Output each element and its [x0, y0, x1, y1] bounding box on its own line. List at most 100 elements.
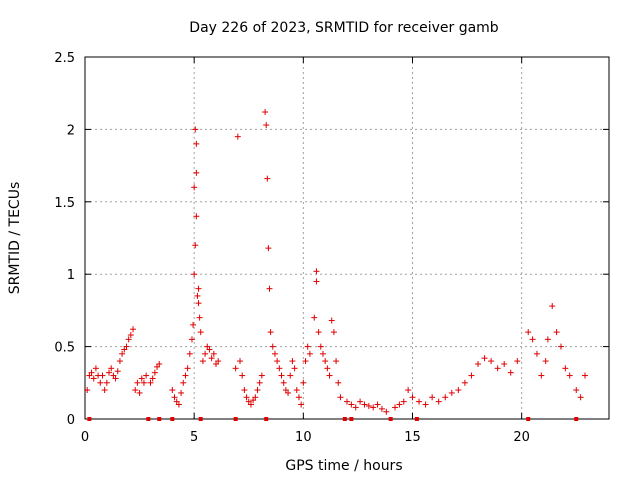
axis-ticks — [84, 56, 609, 420]
zero-marker — [264, 417, 269, 421]
data-point — [461, 379, 468, 386]
zero-marker — [388, 417, 393, 421]
data-point — [119, 350, 126, 357]
data-point — [405, 387, 412, 394]
data-point — [169, 387, 176, 394]
data-point — [208, 355, 215, 362]
data-point — [267, 329, 274, 336]
data-point — [193, 140, 200, 147]
data-point — [134, 379, 141, 386]
data-point — [186, 350, 193, 357]
data-point — [337, 394, 344, 401]
data-point — [151, 369, 158, 376]
data-point — [557, 343, 564, 350]
data-point — [143, 372, 150, 379]
data-point — [247, 401, 254, 408]
data-point — [542, 358, 549, 365]
data-point — [409, 394, 416, 401]
data-point — [234, 133, 241, 140]
data-point — [182, 372, 189, 379]
data-point — [289, 358, 296, 365]
data-point — [269, 343, 276, 350]
data-point — [191, 184, 198, 191]
data-point — [549, 303, 556, 310]
data-point — [333, 358, 340, 365]
data-point — [525, 329, 532, 336]
data-point — [330, 329, 337, 336]
data-point — [313, 268, 320, 275]
data-point — [322, 358, 329, 365]
data-point — [302, 358, 309, 365]
zero-marker — [157, 417, 162, 421]
zero-marker — [170, 417, 175, 421]
data-point — [494, 365, 501, 372]
data-point — [99, 372, 106, 379]
data-point — [553, 329, 560, 336]
data-point — [396, 401, 403, 408]
data-point — [194, 292, 201, 299]
data-point — [378, 405, 385, 412]
data-point — [114, 368, 121, 375]
data-point — [125, 336, 132, 343]
data-point — [344, 398, 350, 405]
y-tick-label: 1.5 — [54, 196, 75, 211]
zero-marker — [526, 417, 531, 421]
data-point — [215, 358, 222, 365]
data-point — [199, 358, 206, 365]
data-point — [370, 404, 377, 411]
data-point — [239, 372, 246, 379]
data-point — [317, 343, 324, 350]
data-point — [400, 398, 407, 405]
data-point — [232, 365, 239, 372]
data-point — [184, 365, 191, 372]
data-point — [319, 350, 326, 357]
x-tick-label: 5 — [190, 430, 198, 445]
data-point — [280, 379, 287, 386]
data-point — [90, 375, 97, 382]
data-point — [326, 372, 333, 379]
data-point — [197, 329, 204, 336]
zero-marker — [87, 417, 92, 421]
data-point — [429, 394, 436, 401]
zero-marker — [198, 417, 203, 421]
data-point — [112, 375, 119, 382]
data-point — [127, 332, 134, 339]
data-point — [171, 394, 178, 401]
data-point — [256, 379, 263, 386]
data-point — [311, 314, 318, 321]
data-point — [106, 369, 113, 376]
data-point — [132, 387, 139, 394]
data-point — [263, 122, 270, 129]
data-point — [193, 213, 200, 220]
data-point — [210, 350, 217, 357]
tick-labels: 0 5 10 15 20 0 0.5 1 1.5 2 2.5 — [54, 51, 530, 445]
data-point — [243, 394, 250, 401]
data-point — [276, 365, 283, 372]
data-point — [97, 379, 104, 386]
data-point — [455, 387, 462, 394]
data-point — [352, 404, 359, 411]
data-point — [295, 394, 302, 401]
y-tick-label: 1 — [67, 268, 75, 283]
data-point — [573, 387, 580, 394]
data-point — [291, 365, 298, 372]
data-point — [544, 336, 551, 343]
zero-marker — [146, 417, 151, 421]
zero-marker — [574, 417, 579, 421]
x-tick-label: 0 — [81, 430, 89, 445]
data-point — [416, 398, 423, 405]
data-point — [481, 355, 488, 362]
data-point — [138, 375, 145, 382]
data-point — [180, 379, 187, 386]
data-point — [196, 314, 203, 321]
data-point — [448, 389, 455, 396]
data-point — [328, 317, 335, 324]
data-point — [195, 285, 202, 292]
data-point — [178, 389, 185, 396]
zero-marker — [233, 417, 238, 421]
plot-frame — [84, 56, 610, 420]
data-point — [193, 169, 200, 176]
zero-marker — [414, 417, 419, 421]
